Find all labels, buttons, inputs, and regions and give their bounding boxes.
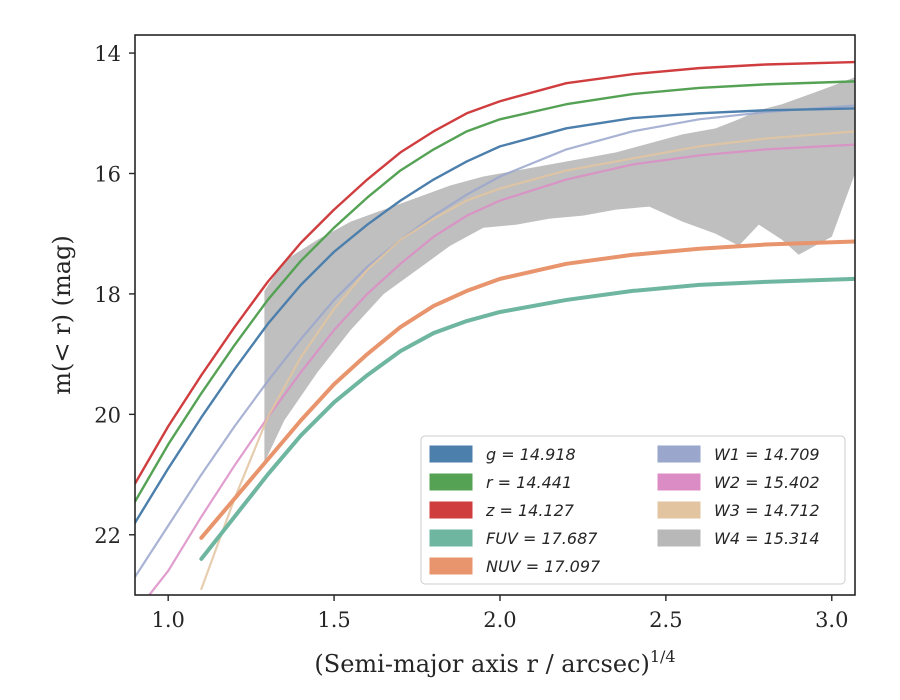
- legend-label-w4: W4 = 15.314: [714, 529, 820, 548]
- legend-label-w2: W2 = 15.402: [714, 473, 820, 492]
- x-axis: 1.0 1.5 2.0 2.5 3.0: [151, 595, 848, 632]
- legend-swatch-w1: [657, 445, 701, 463]
- y-tick-label: 16: [94, 162, 121, 186]
- series-line-fuv: [199, 276, 855, 561]
- x-tick-label: 1.0: [151, 608, 184, 632]
- x-tick-label: 3.0: [815, 608, 848, 632]
- legend-label-r: r = 14.441: [486, 473, 572, 492]
- legend: g = 14.918 r = 14.441 z = 14.127 FUV = 17.6…: [420, 435, 846, 585]
- legend-swatch-g: [429, 445, 473, 463]
- x-tick-label: 1.5: [317, 608, 350, 632]
- y-tick-label: 20: [94, 403, 121, 427]
- x-axis-label: (Semi-major axis r / arcsec)1/4: [314, 647, 675, 678]
- legend-label-nuv: NUV = 17.097: [486, 557, 601, 576]
- y-tick-label: 18: [94, 283, 121, 307]
- y-tick-label: 14: [94, 42, 121, 66]
- legend-swatch-w3: [657, 501, 701, 519]
- legend-swatch-w4: [657, 529, 701, 547]
- x-tick-label: 2.0: [483, 608, 516, 632]
- legend-label-w1: W1 = 14.709: [714, 445, 820, 464]
- legend-swatch-nuv: [429, 557, 473, 575]
- legend-swatch-r: [429, 473, 473, 491]
- legend-label-fuv: FUV = 17.687: [486, 529, 598, 548]
- legend-swatch-w2: [657, 473, 701, 491]
- legend-box: [420, 435, 846, 585]
- plot-frame: [134, 34, 856, 596]
- series-line-nuv: [199, 239, 855, 540]
- legend-swatch-z: [429, 501, 473, 519]
- series-line-w2: [147, 143, 855, 595]
- legend-label-w3: W3 = 14.712: [714, 501, 820, 520]
- y-axis-label: m(< r) (mag): [48, 235, 76, 394]
- legend-label-z: z = 14.127: [485, 501, 575, 520]
- y-tick-label: 22: [94, 524, 121, 548]
- legend-swatch-fuv: [429, 529, 473, 547]
- x-tick-label: 2.5: [649, 608, 682, 632]
- series-band-w4: [264, 77, 855, 463]
- series-line-r: [135, 80, 855, 503]
- legend-label-g: g = 14.918: [486, 445, 576, 464]
- series-line-w3: [200, 130, 855, 591]
- y-axis: 14 16 18 20 22: [94, 42, 135, 548]
- series-line-z: [135, 60, 855, 485]
- plot-area: [135, 60, 855, 595]
- series-line-g: [135, 107, 855, 524]
